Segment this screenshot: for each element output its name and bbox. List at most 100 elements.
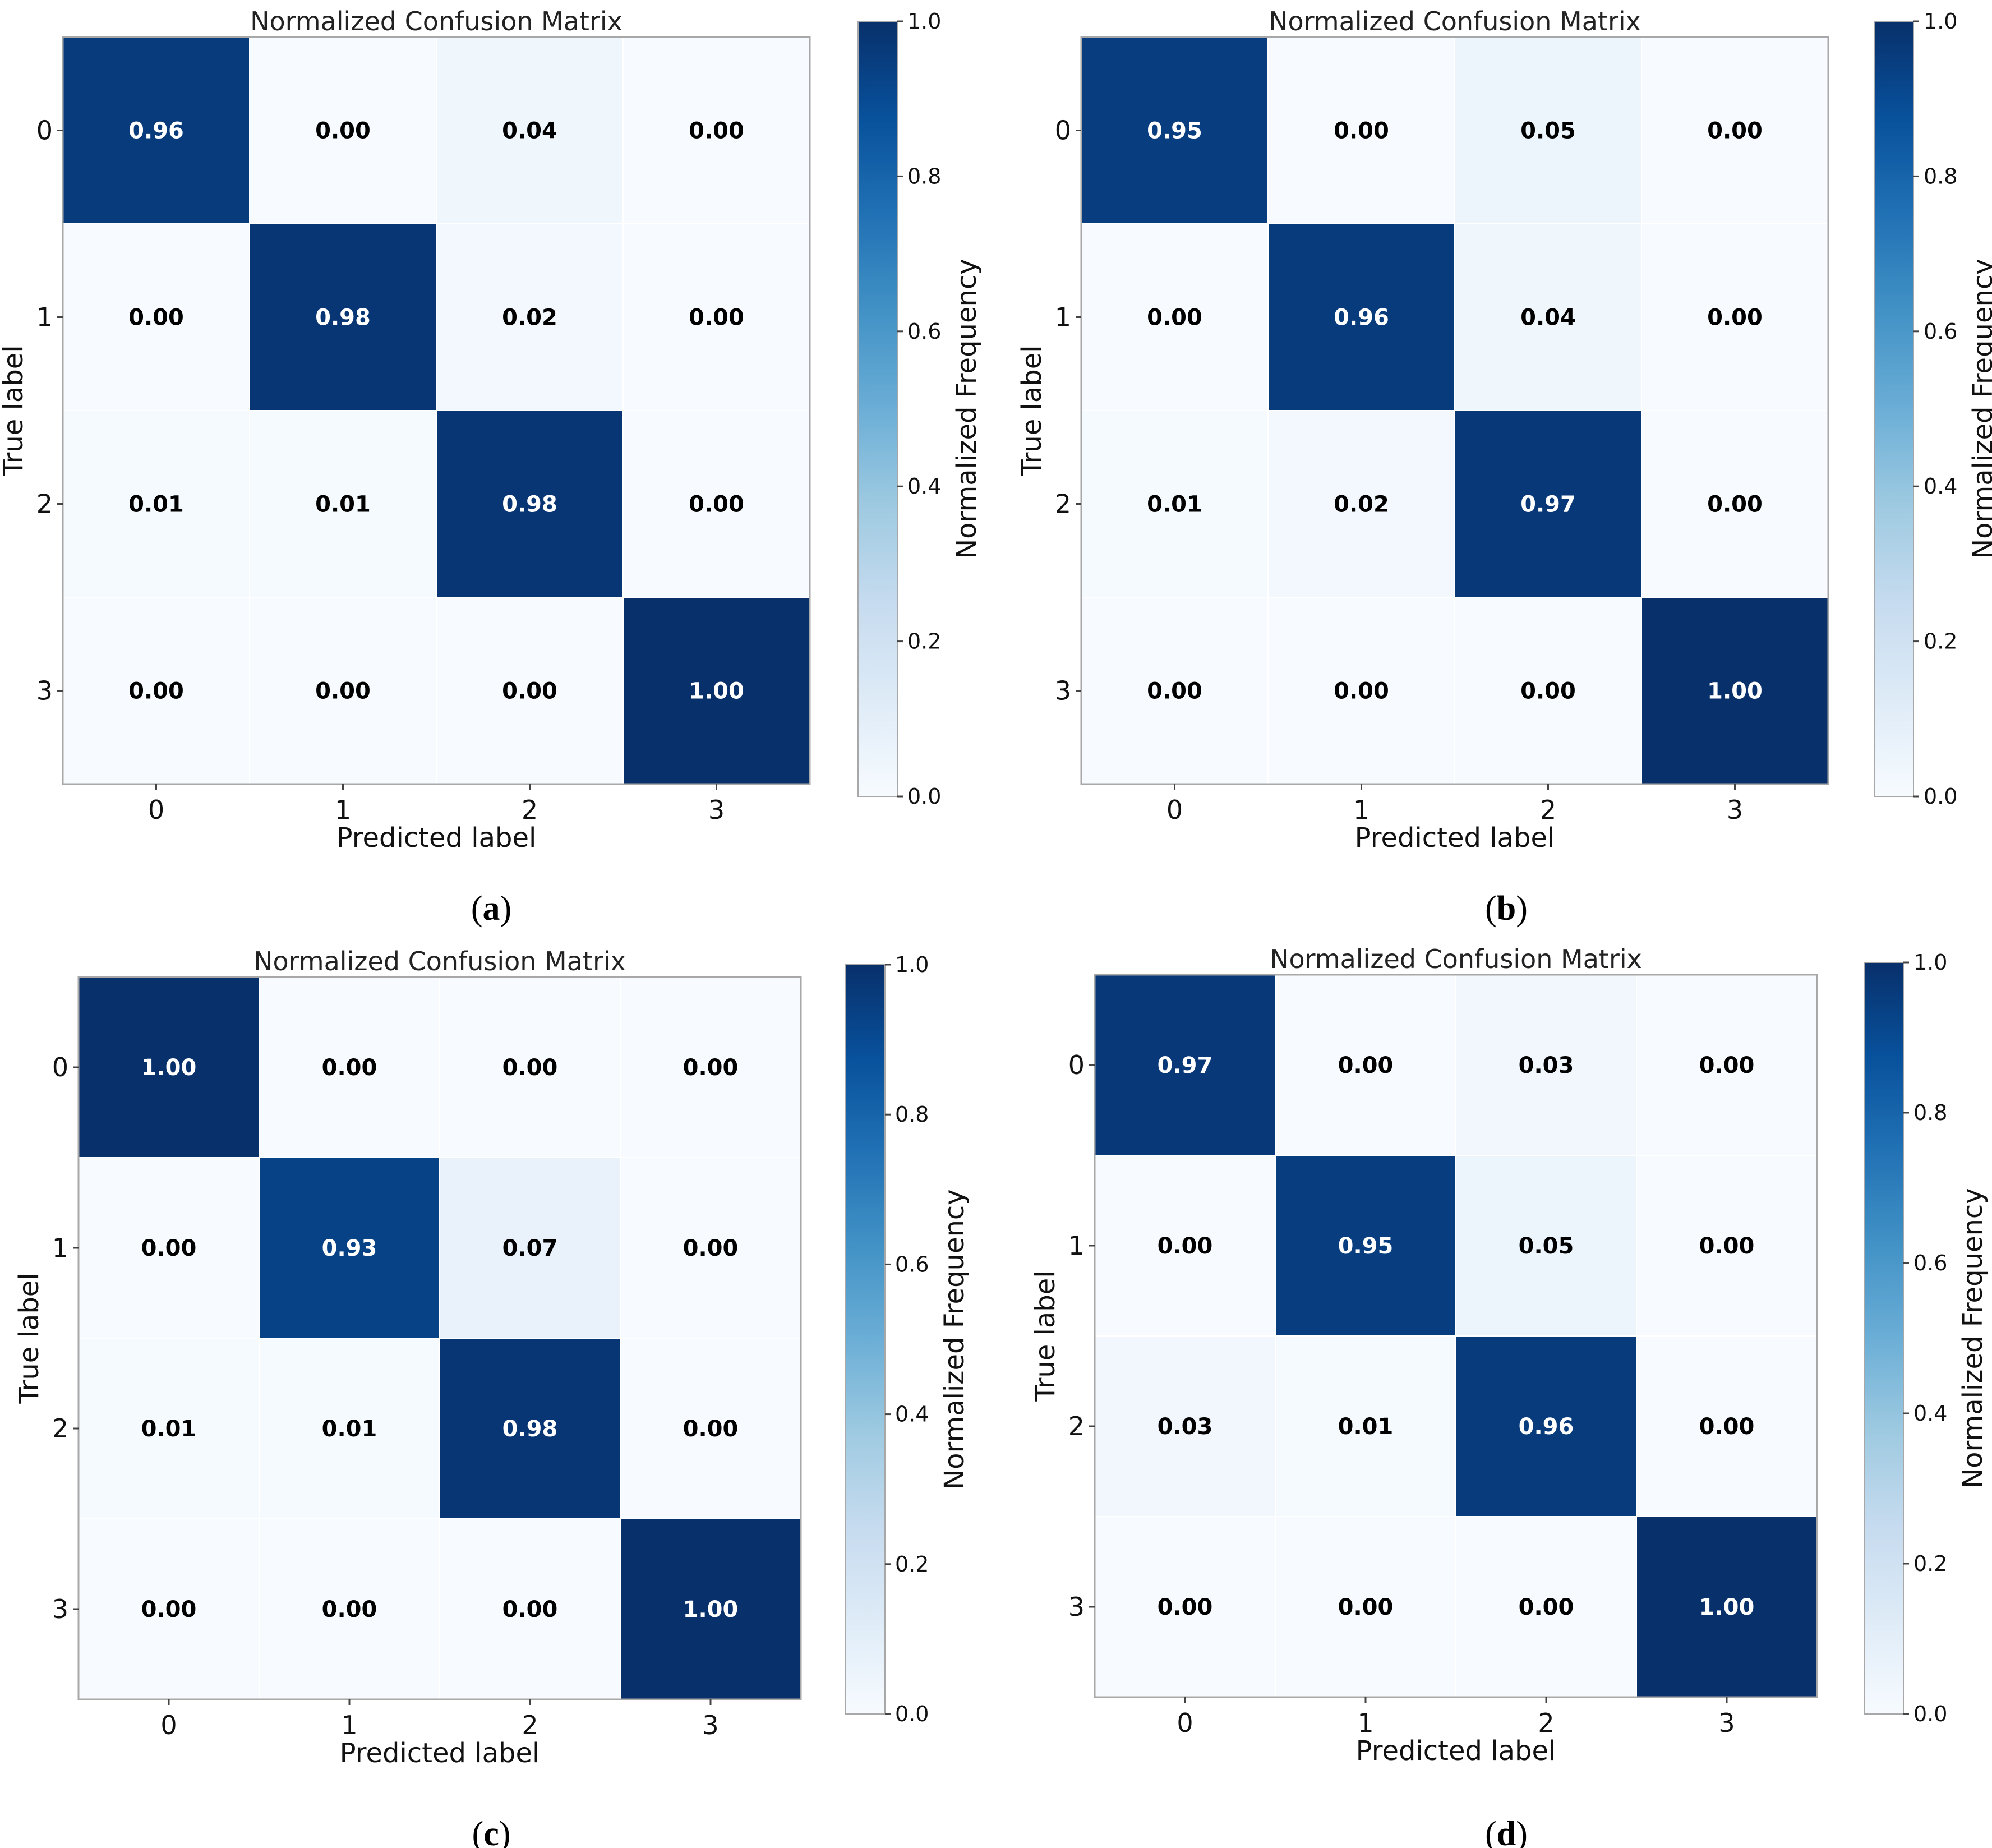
panel-a: Normalized Confusion Matrix 0.96 0.00 0.04 0… — [0, 6, 983, 928]
cell-r3-c3 — [1641, 597, 1829, 785]
cell-label-r0-c3: 0.00 — [1699, 1053, 1755, 1079]
cell-label-r3-c0: 0.00 — [128, 679, 184, 704]
cell-label-r0-c2: 0.04 — [502, 118, 557, 144]
cell-label-r3-c1: 0.00 — [1338, 1594, 1394, 1620]
colorbar-tick-label-4: 0.8 — [1924, 164, 1957, 188]
cell-label-r2-c0: 0.01 — [141, 1416, 197, 1442]
cell-r3-c1 — [1275, 1516, 1456, 1698]
cell-label-r2-c1: 0.01 — [322, 1416, 377, 1442]
cell-label-r0-c0: 0.96 — [128, 118, 184, 144]
y-tick-label-2: 2 — [36, 489, 53, 519]
cell-r1-c2 — [1454, 223, 1642, 411]
y-tick-label-1: 1 — [1055, 302, 1071, 333]
plot-frame — [77, 976, 802, 1700]
x-tick-label-1: 1 — [1357, 1708, 1373, 1738]
x-tick-label-1: 1 — [1353, 795, 1370, 825]
colorbar-label: Normalized Frequency — [951, 259, 983, 559]
colorbar-tick-label-2: 0.4 — [1924, 474, 1957, 499]
cell-r2-c0 — [1094, 1335, 1276, 1517]
cell-label-r1-c3: 0.00 — [683, 1236, 739, 1261]
colorbar-tick-label-0: 0.0 — [907, 784, 941, 809]
colorbar-tick-label-3: 0.6 — [1924, 319, 1957, 344]
cell-label-r3-c1: 0.00 — [322, 1597, 377, 1623]
cell-label-r0-c0: 0.95 — [1147, 118, 1202, 144]
x-tick-label-2: 2 — [522, 795, 538, 825]
cell-r3-c2 — [1454, 597, 1642, 785]
colorbar-tick-label-5: 1.0 — [1924, 9, 1957, 34]
colorbar-tick-label-3: 0.6 — [907, 319, 941, 344]
cell-r0-c0 — [62, 36, 250, 224]
cell-label-r1-c0: 0.00 — [1147, 305, 1202, 331]
cell-r0-c1 — [1267, 36, 1455, 224]
y-tick-label-0: 0 — [52, 1052, 68, 1082]
cell-label-r2-c2: 0.98 — [502, 492, 557, 518]
y-tick-label-0: 0 — [1068, 1050, 1085, 1080]
x-tick-label-3: 3 — [702, 1710, 718, 1740]
cell-label-r2-c1: 0.02 — [1334, 492, 1389, 518]
colorbar-tick-label-1: 0.2 — [895, 1552, 929, 1577]
x-axis-label: Predicted label — [1355, 822, 1555, 854]
colorbar-label: Normalized Frequency — [939, 1189, 970, 1489]
cell-r1-c3 — [622, 223, 810, 411]
cell-label-r3-c2: 0.00 — [1519, 1594, 1574, 1620]
cell-r0-c2 — [1455, 974, 1637, 1156]
cell-label-r0-c0: 0.97 — [1158, 1053, 1213, 1079]
cell-label-r2-c0: 0.01 — [1147, 492, 1202, 518]
colorbar — [845, 964, 886, 1715]
chart-title: Normalized Confusion Matrix — [250, 6, 622, 36]
colorbar-tick-label-2: 0.4 — [1913, 1401, 1947, 1426]
colorbar-tick-label-1: 0.2 — [907, 629, 941, 654]
colorbar-tick-label-4: 0.8 — [895, 1102, 929, 1127]
cell-label-r2-c3: 0.00 — [1699, 1414, 1755, 1440]
cell-r3-c2 — [436, 597, 624, 785]
cell-label-r2-c2: 0.96 — [1519, 1414, 1574, 1440]
cell-r1-c3 — [1636, 1155, 1818, 1337]
cell-r2-c0 — [78, 1338, 260, 1519]
colorbar-tick-label-0: 0.0 — [1913, 1702, 1947, 1726]
colorbar — [857, 21, 898, 797]
y-axis-label: True label — [1030, 1270, 1061, 1402]
colorbar-tick-label-3: 0.6 — [1913, 1251, 1947, 1275]
cell-label-r0-c3: 0.00 — [683, 1055, 739, 1081]
cell-label-r3-c2: 0.00 — [1520, 679, 1576, 704]
cell-r2-c1 — [1267, 410, 1455, 598]
y-tick-label-3: 3 — [1068, 1592, 1085, 1622]
panel-caption: (c) — [472, 1815, 511, 1848]
cell-r1-c0 — [1094, 1155, 1276, 1337]
y-tick-label-1: 1 — [36, 302, 53, 333]
x-tick-label-3: 3 — [1718, 1708, 1735, 1738]
chart-title: Normalized Confusion Matrix — [253, 946, 626, 976]
cell-label-r1-c2: 0.05 — [1519, 1233, 1574, 1259]
cell-label-r0-c2: 0.03 — [1519, 1053, 1574, 1079]
cell-r0-c1 — [1275, 974, 1456, 1156]
cell-label-r2-c3: 0.00 — [683, 1416, 739, 1442]
cell-r0-c1 — [249, 36, 437, 224]
x-tick-label-3: 3 — [1727, 795, 1743, 825]
colorbar-tick-label-0: 0.0 — [895, 1702, 929, 1726]
cell-label-r3-c0: 0.00 — [1147, 679, 1202, 704]
cell-label-r0-c1: 0.00 — [322, 1055, 377, 1081]
cell-label-r1-c3: 0.00 — [1699, 1233, 1755, 1259]
cell-label-r2-c2: 0.97 — [1520, 492, 1576, 518]
cell-r1-c0 — [62, 223, 250, 411]
cell-r3-c3 — [620, 1518, 801, 1700]
plot-frame — [1094, 974, 1818, 1698]
cell-r3-c2 — [439, 1518, 621, 1700]
cell-r1-c2 — [436, 223, 624, 411]
cell-label-r0-c2: 0.00 — [502, 1055, 558, 1081]
y-tick-label-3: 3 — [52, 1594, 68, 1624]
cell-label-r3-c1: 0.00 — [1334, 679, 1389, 704]
colorbar-tick-label-5: 1.0 — [1913, 950, 1947, 975]
colorbar-label: Normalized Frequency — [1967, 259, 1992, 559]
cell-r3-c0 — [1094, 1516, 1276, 1698]
chart-title: Normalized Confusion Matrix — [1269, 6, 1641, 36]
cell-label-r3-c2: 0.00 — [502, 1597, 558, 1623]
colorbar-label: Normalized Frequency — [1957, 1188, 1989, 1488]
cell-r0-c0 — [78, 976, 260, 1158]
cell-r2-c1 — [1275, 1335, 1456, 1517]
colorbar-tick-label-2: 0.4 — [907, 474, 941, 499]
cell-label-r3-c1: 0.00 — [315, 679, 371, 704]
cell-r3-c1 — [259, 1518, 440, 1700]
